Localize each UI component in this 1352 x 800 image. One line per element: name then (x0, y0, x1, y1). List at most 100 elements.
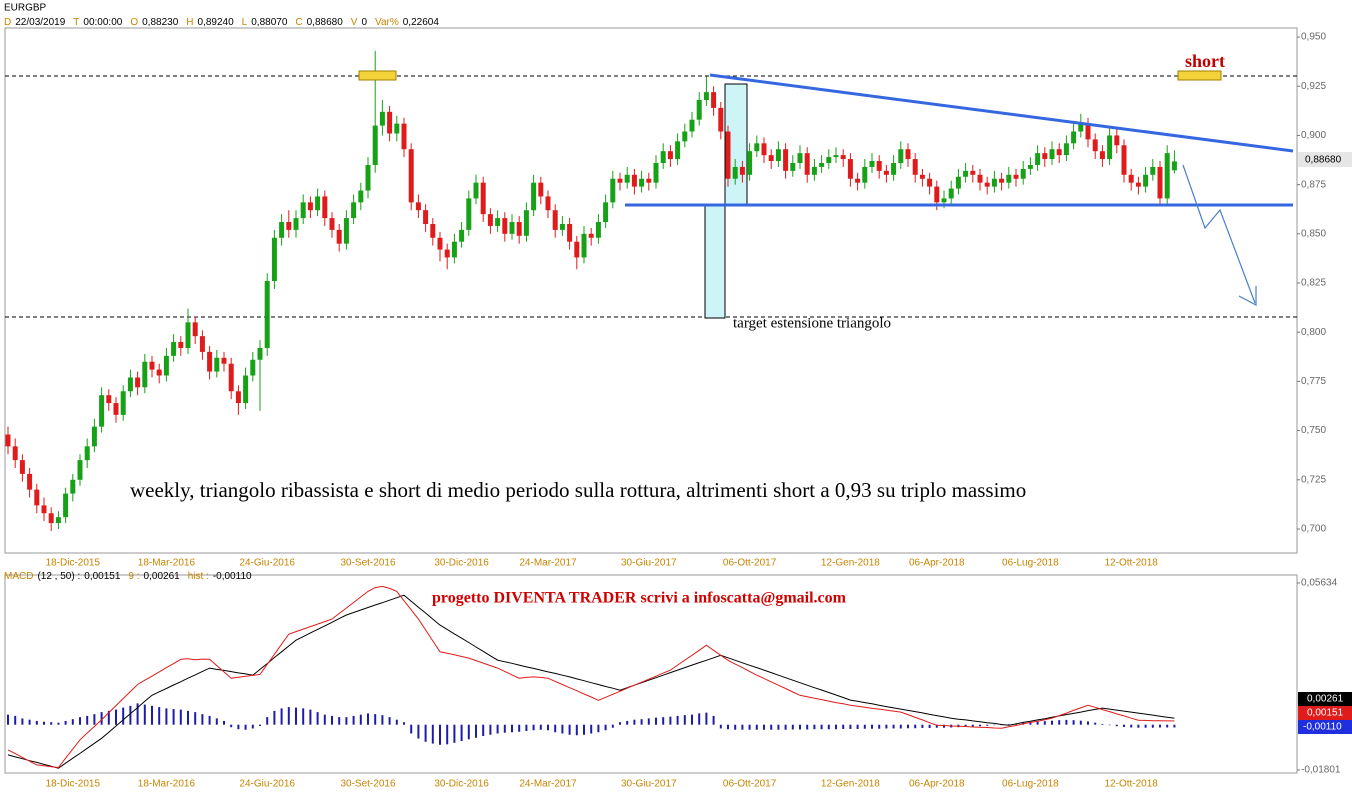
x-tick-label: 30-Dic-2016 (434, 779, 489, 790)
candle-body (912, 159, 918, 175)
hist-bar (590, 724, 593, 734)
hist-bar (100, 712, 103, 725)
candle-body (77, 460, 83, 480)
candle-body (1114, 135, 1120, 146)
candle-body (761, 143, 767, 156)
hist-bar (1065, 719, 1068, 725)
price-info: D 22/03/2019 T 00:00:00 O 0,88230 H 0,89240 L 0,8… (4, 17, 439, 28)
hist-bar (532, 724, 535, 731)
y-tick-label: 0,700 (1301, 524, 1326, 535)
macd-info: MACD (12 , 50) : 0,00151 9 : 0,00261 hist : -0… (4, 571, 252, 582)
hist-bar (835, 724, 837, 730)
hist-bar (1079, 720, 1082, 725)
hist-bar (86, 715, 89, 725)
candle-body (819, 162, 825, 167)
hist-bar (503, 724, 506, 733)
hist-bar (568, 724, 571, 735)
hist-bar (7, 714, 9, 725)
target-label: target estensione triangolo (733, 315, 891, 331)
price-panel (4, 27, 1298, 554)
candle-body (12, 446, 18, 461)
x-tick-label: 06-Lug-2018 (1002, 779, 1059, 790)
hist-bar (611, 724, 614, 728)
hist-bar (489, 724, 492, 735)
hist-bar (295, 707, 297, 725)
candle-body (480, 182, 486, 215)
price-tag-bg (1298, 152, 1352, 167)
candle-body (941, 198, 947, 203)
info-label: O (130, 17, 138, 28)
candle-body (977, 174, 983, 183)
candle-body (271, 237, 277, 282)
candle-body (804, 153, 810, 175)
info-label: 9 : (128, 571, 139, 582)
candle-body (91, 426, 97, 447)
x-tick-label: 12-Ott-2018 (1105, 779, 1159, 790)
candle-body (113, 403, 119, 415)
comment: weekly, triangolo ribassista e short di … (130, 478, 1026, 502)
hist-bar (1058, 720, 1061, 725)
hist-bar (755, 724, 758, 730)
candle-body (358, 190, 364, 203)
hist-bar (871, 724, 873, 729)
candle-body (286, 222, 292, 230)
candle-body (451, 241, 457, 258)
candle-body (725, 131, 731, 179)
hist-bar (971, 724, 974, 727)
signal-tag: 0,00261 (1307, 694, 1344, 705)
candle-body (826, 157, 832, 163)
info-label: D (4, 17, 11, 28)
candle-body (696, 100, 702, 120)
candle-body (790, 162, 796, 171)
hist-bar (856, 724, 859, 729)
target-projection-box (704, 204, 726, 319)
hist-bar (1072, 720, 1075, 725)
candle-body (250, 359, 256, 376)
candle-body (574, 241, 580, 258)
candle-body (862, 166, 868, 183)
hist-bar (633, 719, 636, 725)
info-value: 0,00261 (144, 571, 181, 582)
y-tick-label: 0,775 (1301, 376, 1326, 387)
candle-body (99, 395, 105, 427)
hist-bar (1101, 723, 1104, 725)
hist-bar (395, 719, 398, 725)
y-tick-label: 0,750 (1301, 425, 1326, 436)
candle-body (523, 210, 529, 236)
hist-bar (691, 714, 693, 725)
signal-line (7, 594, 1175, 769)
hist-bar (417, 724, 420, 739)
hist-bar (187, 710, 189, 725)
candle-body (883, 170, 889, 175)
hist-bar (122, 707, 125, 725)
candle-body (34, 489, 40, 506)
candle-body (581, 233, 587, 258)
hist-bar (511, 724, 513, 733)
candle-body (898, 149, 904, 163)
hist-bar (1108, 724, 1111, 726)
candle-body (840, 155, 846, 160)
candle-body (847, 159, 853, 179)
hist-tag-bg (1298, 720, 1352, 734)
candle-body (1027, 164, 1033, 169)
hist-bar (1115, 724, 1118, 727)
hist-bar (460, 724, 463, 742)
x-tick-label: 30-Set-2016 (340, 779, 395, 790)
candle-body (559, 223, 565, 230)
hist-bar (554, 724, 557, 733)
candle-body (775, 149, 781, 162)
candle-body (531, 182, 537, 211)
hist-bar (50, 722, 53, 725)
x-tick-label: 30-Giu-2017 (621, 779, 677, 790)
candle-body (207, 351, 213, 372)
hist-bar (35, 720, 38, 725)
hist-bar (64, 720, 67, 725)
x-tick-label: 30-Set-2016 (340, 558, 395, 569)
hist-bar (439, 724, 441, 745)
candle-body (495, 218, 501, 226)
candle-body (617, 178, 623, 183)
hist-bar (259, 724, 261, 726)
candle-body (595, 222, 601, 238)
candle-body (171, 342, 177, 356)
hist-bar (323, 714, 326, 725)
